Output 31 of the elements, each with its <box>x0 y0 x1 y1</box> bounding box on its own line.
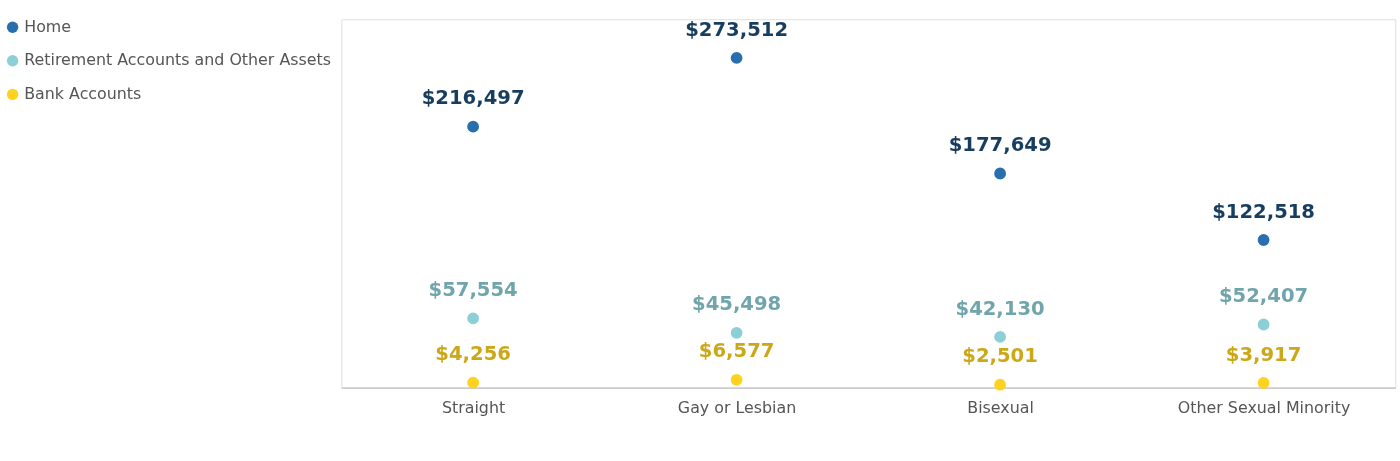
data-label: $42,130 <box>955 296 1045 320</box>
data-label: $57,554 <box>428 277 518 301</box>
point <box>730 326 743 339</box>
data-label: $122,518 <box>1212 199 1315 223</box>
point <box>730 373 743 386</box>
point <box>994 331 1006 343</box>
data-label: $6,577 <box>698 339 775 363</box>
data-label: $273,512 <box>685 17 789 41</box>
point <box>467 312 480 325</box>
legend-label: Bank Accounts <box>24 84 142 104</box>
data-label: $3,917 <box>1225 342 1302 366</box>
point <box>1257 318 1270 331</box>
x-tick-label: Bisexual <box>967 398 1034 418</box>
data-label: $216,497 <box>421 86 525 110</box>
point <box>994 167 1006 180</box>
data-label: $45,498 <box>692 292 782 316</box>
x-tick-label: Gay or Lesbian <box>677 398 797 418</box>
point <box>1257 234 1270 246</box>
point <box>730 52 743 64</box>
point <box>467 376 480 389</box>
point <box>1257 377 1270 389</box>
x-tick-label: Straight <box>441 398 506 418</box>
legend-label: Retirement Accounts and Other Assets <box>24 50 331 70</box>
data-label: $177,649 <box>948 133 1052 157</box>
legend-label: Home <box>24 16 72 36</box>
data-label: $4,256 <box>435 342 511 366</box>
point <box>467 120 480 133</box>
data-label: $2,501 <box>962 344 1038 368</box>
x-tick-label: Other Sexual Minority <box>1177 398 1351 418</box>
point <box>994 378 1006 391</box>
data-label: $52,407 <box>1219 284 1309 308</box>
